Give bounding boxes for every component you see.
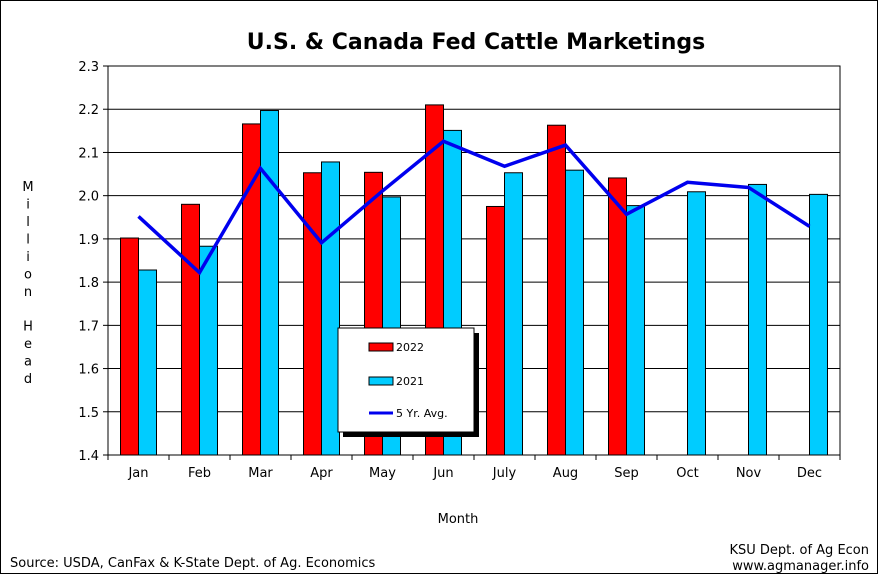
bar-2021-sep xyxy=(626,205,645,456)
x-axis-ticks: Jan Feb Mar Apr May Jun July Aug Sep Oct Nov Dec xyxy=(107,455,841,481)
bar-2021-july xyxy=(504,172,523,456)
bar-2021-oct xyxy=(687,191,706,456)
legend-swatch-2021 xyxy=(368,376,394,386)
x-tick-label: Apr xyxy=(310,466,333,481)
credit-dept: KSU Dept. of Ag Econ xyxy=(729,543,869,558)
x-axis-title: Month xyxy=(438,512,479,527)
x-tick-label: May xyxy=(369,466,396,481)
y-tick-label: 1.4 xyxy=(78,449,99,464)
y-tick-label: 1.5 xyxy=(78,406,99,421)
bar-2021-jan xyxy=(138,269,157,456)
bar-2022-sep xyxy=(608,177,627,456)
bar-2021-feb xyxy=(199,245,218,456)
chart-title: U.S. & Canada Fed Cattle Marketings xyxy=(247,30,705,55)
bar-2021-apr xyxy=(321,161,340,456)
bar-2021-mar xyxy=(260,110,279,456)
x-tick-label: Feb xyxy=(188,466,211,481)
legend-label-5yr-avg: 5 Yr. Avg. xyxy=(396,407,448,420)
y-tick-label: 2.2 xyxy=(78,103,99,118)
y-tick-label: 1.8 xyxy=(78,276,99,291)
bar-2021-dec xyxy=(809,193,828,456)
legend-label-2021: 2021 xyxy=(396,375,424,388)
y-tick-label: 2.3 xyxy=(78,60,99,75)
gridlines xyxy=(108,108,840,413)
bar-2022-jan xyxy=(120,237,139,456)
x-tick-label: July xyxy=(492,466,517,481)
legend: 2022 2021 5 Yr. Avg. xyxy=(337,327,479,437)
bar-2022-july xyxy=(486,205,505,456)
bar-2022-feb xyxy=(181,203,200,456)
x-tick-label: Dec xyxy=(797,466,822,481)
x-tick-label: Nov xyxy=(736,466,762,481)
bar-2022-aug xyxy=(547,124,566,456)
legend-swatch-2022 xyxy=(368,342,394,352)
legend-label-2022: 2022 xyxy=(396,341,424,354)
x-tick-label: Oct xyxy=(676,466,698,481)
legend-box xyxy=(337,327,475,433)
bar-2021-aug xyxy=(565,169,584,456)
x-tick-label: Mar xyxy=(248,466,273,481)
bar-2021-nov xyxy=(748,183,767,456)
y-tick-label: 1.9 xyxy=(78,233,99,248)
avg-line xyxy=(137,139,811,276)
credit-website: www.agmanager.info xyxy=(732,559,869,574)
x-tick-label: Jun xyxy=(432,466,453,481)
x-tick-label: Jan xyxy=(127,466,148,481)
bar-2022-apr xyxy=(303,172,322,456)
y-axis-ticks: 1.4 1.5 1.6 1.7 1.8 1.9 2.0 2.1 2.2 2.3 xyxy=(78,60,108,464)
y-tick-label: 1.7 xyxy=(78,319,99,334)
x-tick-label: Aug xyxy=(553,466,578,481)
x-tick-label: Sep xyxy=(614,466,639,481)
y-tick-label: 2.1 xyxy=(78,146,99,161)
y-tick-label: 2.0 xyxy=(78,190,99,205)
source-note: Source: USDA, CanFax & K-State Dept. of … xyxy=(10,556,376,571)
y-tick-label: 1.6 xyxy=(78,363,99,378)
avg-line-layer xyxy=(137,139,811,276)
